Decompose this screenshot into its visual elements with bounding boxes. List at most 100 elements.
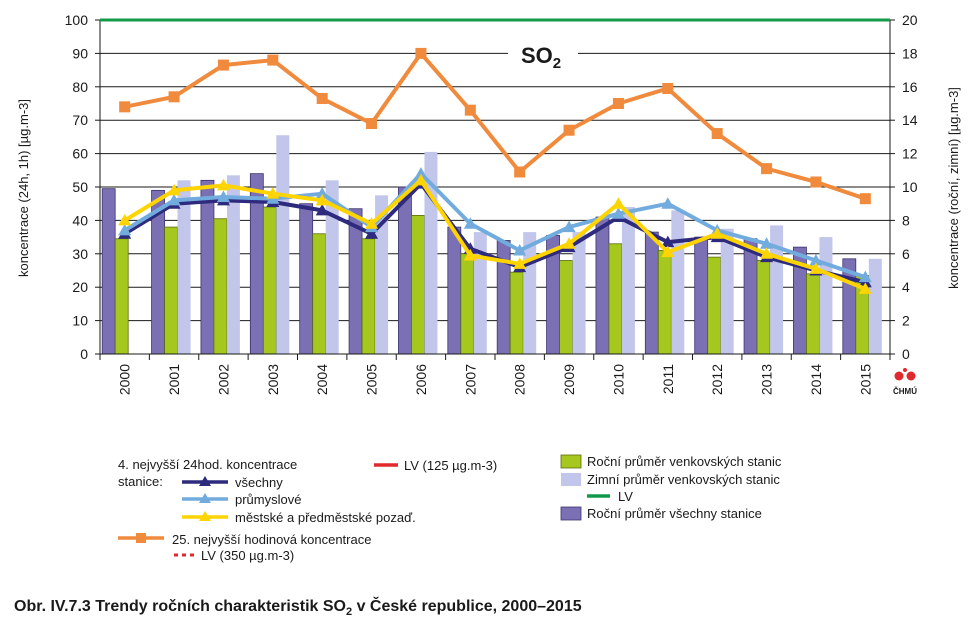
bar-all_annual bbox=[101, 188, 116, 355]
left-tick-label: 60 bbox=[72, 146, 88, 162]
bar-rural_annual bbox=[509, 271, 524, 355]
bar-rural_winter bbox=[375, 195, 389, 354]
x-tick-label: 2000 bbox=[117, 364, 133, 395]
bar-series bbox=[101, 135, 882, 355]
x-tick-label: 2015 bbox=[857, 364, 873, 395]
legend-label-lv-annual: LV bbox=[618, 489, 633, 504]
point-h24_ind bbox=[167, 193, 181, 206]
bar-rural_winter bbox=[819, 237, 833, 354]
legend-label-h1-25th: 25. nejvyšší hodinová koncentrace bbox=[172, 532, 371, 547]
legend: 4. nejvyšší 24hod. koncentrace stanice: … bbox=[118, 454, 782, 563]
point-h1_25th bbox=[415, 47, 427, 59]
right-tick-label: 8 bbox=[902, 212, 910, 228]
figure-caption: Obr. IV.7.3 Trendy ročních charakteristi… bbox=[14, 598, 582, 618]
bar-all_annual bbox=[447, 226, 462, 355]
logo-dot-left bbox=[894, 371, 904, 381]
point-h24_urban bbox=[611, 197, 625, 209]
point-h1_25th bbox=[761, 163, 773, 175]
x-tick-label: 2008 bbox=[512, 364, 528, 395]
bar-rural_annual bbox=[559, 260, 573, 355]
point-h1_25th bbox=[711, 128, 723, 140]
bar-rural_winter bbox=[325, 180, 339, 354]
bar-all_annual bbox=[694, 236, 709, 355]
point-h24_all bbox=[661, 235, 675, 248]
point-h24_ind bbox=[809, 253, 823, 266]
point-h24_urban bbox=[118, 213, 132, 226]
point-h1_25th bbox=[859, 193, 871, 205]
point-h1_25th bbox=[168, 91, 180, 103]
left-tick-label: 10 bbox=[72, 313, 88, 329]
point-h24_ind bbox=[611, 207, 625, 219]
left-tick-label: 90 bbox=[72, 45, 88, 61]
bar-rural_winter bbox=[523, 232, 537, 354]
bar-all_annual bbox=[595, 216, 610, 355]
legend-label-h24-urban: městské a předměstské pozaď. bbox=[235, 510, 416, 525]
chart-title-sub: 2 bbox=[553, 55, 561, 72]
point-h1_25th bbox=[563, 124, 575, 136]
bar-rural_annual bbox=[411, 214, 425, 355]
point-h24_urban bbox=[809, 262, 823, 274]
bar-rural_winter bbox=[177, 180, 191, 354]
left-tick-label: 20 bbox=[72, 279, 88, 295]
left-tick-label: 40 bbox=[72, 212, 88, 228]
point-h24_urban bbox=[760, 247, 774, 259]
point-h24_urban bbox=[661, 245, 675, 258]
bar-rural_winter bbox=[671, 210, 685, 354]
left-tick-label: 100 bbox=[65, 12, 89, 28]
left-tick-label: 70 bbox=[72, 112, 88, 128]
line-h24_ind bbox=[123, 171, 866, 280]
point-h1_25th bbox=[119, 101, 131, 113]
x-tick-label: 2014 bbox=[808, 364, 824, 395]
bar-rural_annual bbox=[361, 238, 376, 355]
legend-group1-title: 4. nejvyšší 24hod. koncentrace bbox=[118, 457, 297, 472]
left-tick-label: 50 bbox=[72, 179, 88, 195]
right-axis-label: koncentrace (roční, zimní) [µg.m-3] bbox=[946, 87, 961, 289]
point-h24_ind bbox=[760, 237, 774, 249]
x-tick-label: 2004 bbox=[314, 364, 330, 395]
right-tick-label: 12 bbox=[902, 146, 918, 162]
bar-rural_annual bbox=[114, 238, 129, 355]
point-h24_urban bbox=[463, 248, 477, 261]
right-tick-label: 2 bbox=[902, 313, 910, 329]
left-tick-label: 0 bbox=[80, 346, 88, 362]
right-tick-label: 16 bbox=[902, 79, 918, 95]
line-h1_25th bbox=[124, 51, 866, 201]
point-h24_ind bbox=[414, 167, 428, 179]
left-tick-label: 30 bbox=[72, 246, 88, 262]
right-tick-label: 14 bbox=[902, 112, 918, 128]
point-h24_urban bbox=[414, 173, 428, 186]
legend-item-h1-25th: 25. nejvyšší hodinová koncentrace bbox=[118, 532, 371, 547]
bar-all_annual bbox=[398, 186, 412, 355]
bar-rural_winter bbox=[720, 228, 734, 354]
logo-dot-small bbox=[903, 368, 907, 372]
point-h24_urban bbox=[710, 227, 724, 239]
legend-item-rural-annual: Roční průměr venkovských stanic bbox=[560, 454, 782, 469]
point-h24_urban bbox=[167, 183, 181, 196]
line-h24_urban bbox=[123, 178, 867, 291]
x-tick-label: 2003 bbox=[265, 364, 281, 395]
right-tick-label: 6 bbox=[902, 246, 910, 262]
point-h1_25th bbox=[267, 54, 279, 66]
legend-item-rural-winter: Zimní průměr venkovských stanic bbox=[561, 472, 780, 487]
bar-rural_annual bbox=[756, 260, 771, 355]
chart-title: SO2 bbox=[521, 43, 561, 72]
right-tick-label: 4 bbox=[902, 279, 910, 295]
right-tick-label: 18 bbox=[902, 45, 918, 61]
point-h1_25th bbox=[612, 98, 624, 109]
bar-all_annual bbox=[644, 231, 659, 355]
chmu-logo: ČHMÚ bbox=[893, 368, 917, 396]
point-h24_urban bbox=[216, 178, 230, 191]
point-h24_urban bbox=[266, 187, 280, 199]
bar-rural_annual bbox=[608, 243, 623, 355]
legend-item-h24-urban: městské a předměstské pozaď. bbox=[182, 510, 416, 525]
bar-rural_annual bbox=[262, 206, 277, 355]
left-tick-label: 80 bbox=[72, 79, 88, 95]
bar-rural_winter bbox=[226, 175, 240, 354]
legend-item-lv-24h: LV (125 µg.m-3) bbox=[374, 458, 497, 473]
point-h24_urban bbox=[562, 237, 576, 249]
legend-label-lv-24h: LV (125 µg.m-3) bbox=[404, 458, 497, 473]
right-tick-label: 0 bbox=[902, 346, 910, 362]
bar-all_annual bbox=[743, 238, 758, 355]
line-series bbox=[100, 18, 890, 294]
x-tick-label: 2012 bbox=[709, 364, 725, 395]
